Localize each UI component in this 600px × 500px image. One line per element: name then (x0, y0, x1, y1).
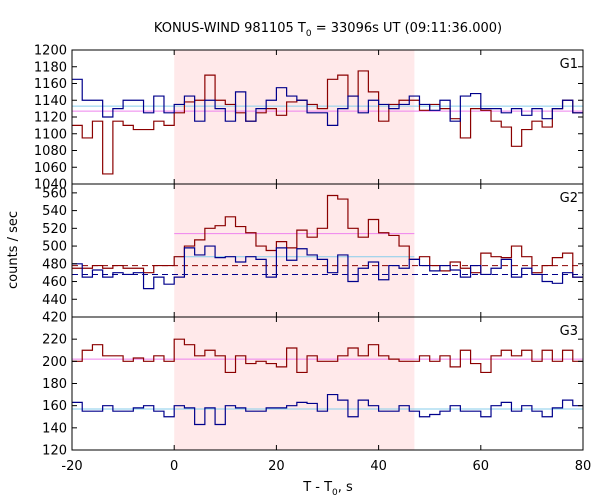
panel-g3: 120 140 160 180 200 220 G3 (42, 316, 584, 459)
panel-label: G3 (560, 324, 578, 339)
panel-g2: 420 440 460 480 500 520 540 560 G2 (42, 183, 584, 326)
y-tick-label: 1100 (34, 127, 67, 142)
y-axis-label: counts / sec (6, 211, 21, 289)
y-tick-label: 1080 (34, 144, 67, 159)
panel-label: G1 (560, 57, 578, 72)
red-count-series (72, 194, 583, 278)
y-tick-label: 1060 (34, 161, 67, 176)
blue-count-series (72, 78, 583, 126)
y-tick-label: 420 (42, 311, 67, 326)
x-axis-label: T - T0, s (302, 480, 353, 498)
y-tick-label: 440 (42, 293, 67, 308)
panel-label: G2 (560, 191, 578, 206)
y-tick-label: 1120 (34, 111, 67, 126)
y-tick-label: 1160 (34, 77, 67, 92)
blue-count-series (72, 393, 583, 426)
chart-title: KONUS-WIND 981105 T0 = 33096s UT (09:11:… (154, 21, 502, 39)
plot-area: 104010601080110011201140116011801200G142… (34, 44, 591, 475)
x-tick-label: 40 (370, 459, 387, 474)
blue-count-series (72, 245, 583, 290)
y-tick-label: 1040 (34, 178, 67, 193)
y-tick-label: 160 (42, 399, 67, 414)
y-tick-label: 540 (42, 204, 67, 219)
y-tick-label: 140 (42, 421, 67, 436)
y-tick-label: 560 (42, 186, 67, 201)
y-tick-label: 220 (42, 333, 67, 348)
x-tick-label: -20 (61, 459, 82, 474)
x-tick-label: 20 (268, 459, 285, 474)
y-tick-label: 460 (42, 275, 67, 290)
y-tick-label: 500 (42, 240, 67, 255)
y-tick-label: 1200 (34, 44, 67, 59)
y-tick-label: 520 (42, 222, 67, 237)
x-tick-label: 60 (473, 459, 490, 474)
y-tick-label: 120 (42, 444, 67, 459)
red-count-series (72, 70, 583, 175)
y-tick-label: 480 (42, 257, 67, 272)
source-interval-shade (174, 50, 415, 450)
x-tick-label: 0 (170, 459, 178, 474)
red-count-series (72, 338, 583, 374)
y-tick-label: 180 (42, 377, 67, 392)
x-tick-label: 80 (575, 459, 592, 474)
y-tick-label: 1180 (34, 60, 67, 75)
y-tick-label: 1140 (34, 94, 67, 109)
y-tick-label: 200 (42, 355, 67, 370)
